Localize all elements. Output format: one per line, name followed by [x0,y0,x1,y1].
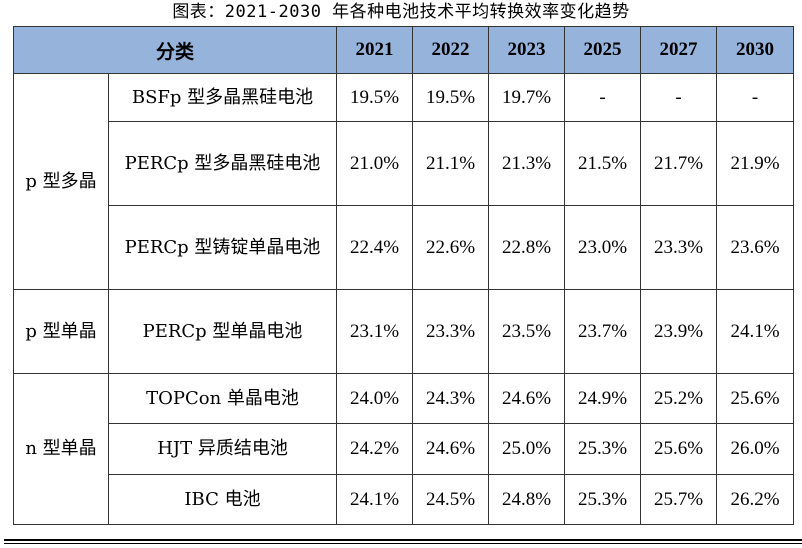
table-caption: 图表：2021-2030 年各种电池技术平均转换效率变化趋势 [172,2,630,22]
group-label: n 型单晶 [13,373,109,525]
table-row: n 型单晶 TOPCon 单晶电池 24.0% 24.3% 24.6% 24.9… [13,373,795,525]
cell-type-name: PERCp 型铸锭单晶电池 [107,205,338,290]
header-row: 分类 2021 2022 2023 2025 2027 2030 [12,26,795,74]
group-label: p 型单晶 [13,289,109,374]
cell-value: 24.1% [716,289,795,374]
cell-value: 24.2% [336,423,414,475]
table-row: IBC 电池 24.1% 24.5% 24.8% 25.3% 25.7% 26.… [14,474,795,525]
cell-value: - [640,73,718,122]
bottom-rule-thin [4,543,802,544]
cell-value: 21.3% [488,121,566,206]
cell-value: 22.4% [336,205,414,290]
cell-type-name: PERCp 型单晶电池 [107,289,338,374]
cell-type-name: BSFp 型多晶黑硅电池 [107,73,338,122]
cell-value: - [564,73,642,122]
cell-value: 23.3% [412,289,490,374]
cell-type-name: PERCp 型多晶黑硅电池 [107,121,338,206]
cell-value: 24.5% [412,474,490,525]
cell-value: 25.2% [640,373,718,424]
cell-value: 21.7% [640,121,718,206]
cell-value: 25.6% [640,423,718,475]
header-year: 2023 [488,26,566,74]
cell-value: - [716,73,795,122]
cell-value: 21.9% [716,121,795,206]
cell-value: 22.6% [412,205,490,290]
cell-value: 19.5% [336,73,414,122]
efficiency-table: 分类 2021 2022 2023 2025 2027 2030 p 型多晶 B… [12,26,795,525]
cell-value: 25.7% [640,474,718,525]
cell-value: 24.8% [488,474,566,525]
cell-value: 26.2% [716,474,795,525]
header-year: 2030 [716,26,795,74]
cell-type-name: IBC 电池 [107,474,338,525]
cell-value: 26.0% [716,423,795,475]
cell-value: 24.0% [336,373,414,424]
cell-value: 22.8% [488,205,566,290]
cell-value: 21.5% [564,121,642,206]
bottom-rule [4,539,802,541]
cell-type-name: HJT 异质结电池 [107,423,338,475]
cell-value: 25.3% [564,474,642,525]
table-row: p 型单晶 PERCp 型单晶电池 23.1% 23.3% 23.5% 23.7… [13,289,795,374]
table-row: p 型多晶 BSFp 型多晶黑硅电池 19.5% 19.5% 19.7% - -… [13,73,795,290]
header-year: 2022 [412,26,490,74]
cell-value: 23.5% [488,289,566,374]
cell-type-name: TOPCon 单晶电池 [107,373,338,424]
cell-value: 24.6% [412,423,490,475]
cell-value: 21.1% [412,121,490,206]
header-year: 2027 [640,26,718,74]
table-row: PERCp 型多晶黑硅电池 21.0% 21.1% 21.3% 21.5% 21… [14,121,795,206]
cell-value: 23.7% [564,289,642,374]
cell-value: 25.3% [564,423,642,475]
cell-value: 24.3% [412,373,490,424]
cell-value: 19.7% [488,73,566,122]
cell-value: 24.1% [336,474,414,525]
cell-value: 23.3% [640,205,718,290]
cell-value: 24.6% [488,373,566,424]
header-year: 2025 [564,26,642,74]
table-row: PERCp 型铸锭单晶电池 22.4% 22.6% 22.8% 23.0% 23… [14,205,795,290]
cell-value: 19.5% [412,73,490,122]
header-category: 分类 [12,26,338,74]
cell-value: 25.6% [716,373,795,424]
cell-value: 23.1% [336,289,414,374]
cell-value: 21.0% [336,121,414,206]
table-row: HJT 异质结电池 24.2% 24.6% 25.0% 25.3% 25.6% … [14,423,795,475]
cell-value: 23.9% [640,289,718,374]
group-label: p 型多晶 [13,73,109,290]
cell-value: 24.9% [564,373,642,424]
cell-value: 25.0% [488,423,566,475]
header-year: 2021 [336,26,414,74]
cell-value: 23.6% [716,205,795,290]
cell-value: 23.0% [564,205,642,290]
